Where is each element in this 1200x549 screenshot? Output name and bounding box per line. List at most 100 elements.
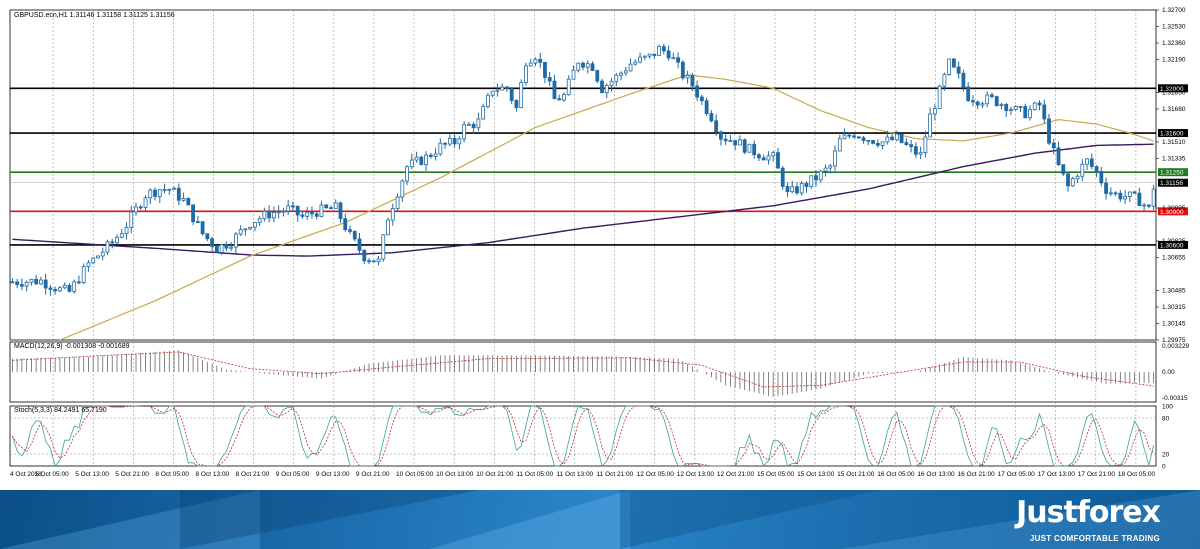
candle-body <box>1032 102 1037 110</box>
candle <box>1118 189 1123 202</box>
pane-frame-0 <box>9 9 1157 341</box>
level-label: 1.30900 <box>1160 209 1184 216</box>
candle <box>1013 105 1018 111</box>
candle <box>414 151 419 163</box>
candle-body <box>690 74 695 87</box>
price-tick-label: 1.31680 <box>1162 106 1186 113</box>
time-label: 12 Oct 21:00 <box>717 471 755 478</box>
candle-body <box>633 61 638 65</box>
level-label: 1.32000 <box>1160 86 1184 93</box>
level-label-box <box>1158 168 1188 177</box>
brand-banner <box>0 490 1200 549</box>
candle <box>143 195 148 213</box>
candle <box>842 128 847 140</box>
candle <box>229 241 234 252</box>
candle-body <box>495 89 500 92</box>
candle-body <box>514 100 519 109</box>
candle-body <box>81 266 86 284</box>
candle-body <box>590 63 595 71</box>
candle-body <box>828 165 833 169</box>
candle-body <box>172 187 176 190</box>
candle-body <box>105 241 110 253</box>
candle <box>738 135 742 146</box>
candle-body <box>119 233 124 238</box>
candle-body <box>704 100 709 114</box>
candle <box>1004 102 1009 117</box>
price-tick-label: 1.30655 <box>1162 255 1186 262</box>
candle-body <box>1028 109 1032 119</box>
candle-body <box>699 96 704 102</box>
candle <box>918 146 923 160</box>
candle-body <box>847 134 852 137</box>
candle <box>176 183 181 205</box>
horizontal-levels: 1.32000 1.31600 1.31250 1.30900 1.30600 1.311… <box>10 84 1188 249</box>
candle <box>1137 187 1142 206</box>
stoch-tick-label: 0 <box>1162 464 1166 471</box>
candle <box>595 69 600 84</box>
candle <box>999 102 1004 110</box>
candle-body <box>1056 147 1061 166</box>
candle-body <box>162 189 167 191</box>
candle-body <box>310 211 314 215</box>
candle-body <box>1094 166 1099 172</box>
candle-body <box>395 196 400 209</box>
candle <box>10 278 15 284</box>
candle-body <box>790 186 795 193</box>
candle-body <box>861 137 866 141</box>
candle <box>233 231 238 254</box>
price-tick-label: 1.30825 <box>1162 238 1186 245</box>
candle-body <box>842 134 847 140</box>
candle <box>1018 105 1023 113</box>
candle <box>96 255 100 259</box>
candle-body <box>252 222 257 228</box>
candle <box>110 238 115 249</box>
candle <box>381 234 386 262</box>
candle <box>828 163 833 174</box>
macd-signal-line <box>12 351 1154 388</box>
candle <box>58 285 62 293</box>
candle <box>272 206 276 223</box>
candle-body <box>1099 171 1104 184</box>
candle <box>281 207 286 217</box>
candle <box>105 239 110 256</box>
candle-body <box>257 218 262 223</box>
candle <box>167 188 172 195</box>
candle-body <box>1066 173 1070 187</box>
candle <box>628 58 633 72</box>
candle-body <box>72 281 77 292</box>
candle-body <box>433 153 438 157</box>
stoch-k-line <box>12 405 1154 467</box>
candle <box>1075 174 1080 184</box>
level-label: 1.31250 <box>1160 170 1184 177</box>
candle-body <box>381 234 386 260</box>
candle <box>210 236 214 252</box>
candle-body <box>191 204 195 223</box>
candle-body <box>623 70 628 74</box>
candle <box>1104 177 1108 200</box>
time-label: 16 Oct 21:00 <box>957 471 995 478</box>
candle <box>186 197 191 206</box>
candle-body <box>181 197 186 201</box>
candle-body <box>885 136 890 143</box>
time-label: 16 Oct 13:00 <box>917 471 955 478</box>
candle <box>1023 103 1028 119</box>
candle-body <box>91 257 96 264</box>
candle <box>680 60 685 81</box>
candle-body <box>457 138 462 145</box>
price-tick-label: 1.30315 <box>1162 304 1186 311</box>
candle-body <box>424 154 428 165</box>
candle <box>34 274 39 285</box>
price-tick-label: 1.32190 <box>1162 57 1186 64</box>
candle <box>1070 176 1075 187</box>
candle-body <box>852 135 856 138</box>
candle <box>557 94 562 101</box>
candle <box>43 273 48 295</box>
candle <box>890 132 894 141</box>
candle-body <box>34 278 39 285</box>
candle <box>581 61 585 71</box>
justforex-logo[interactable]: Justforex <box>1016 495 1161 530</box>
candle-body <box>447 137 452 145</box>
candle-body <box>619 72 623 76</box>
candle-body <box>148 189 153 199</box>
candle-body <box>866 140 871 142</box>
